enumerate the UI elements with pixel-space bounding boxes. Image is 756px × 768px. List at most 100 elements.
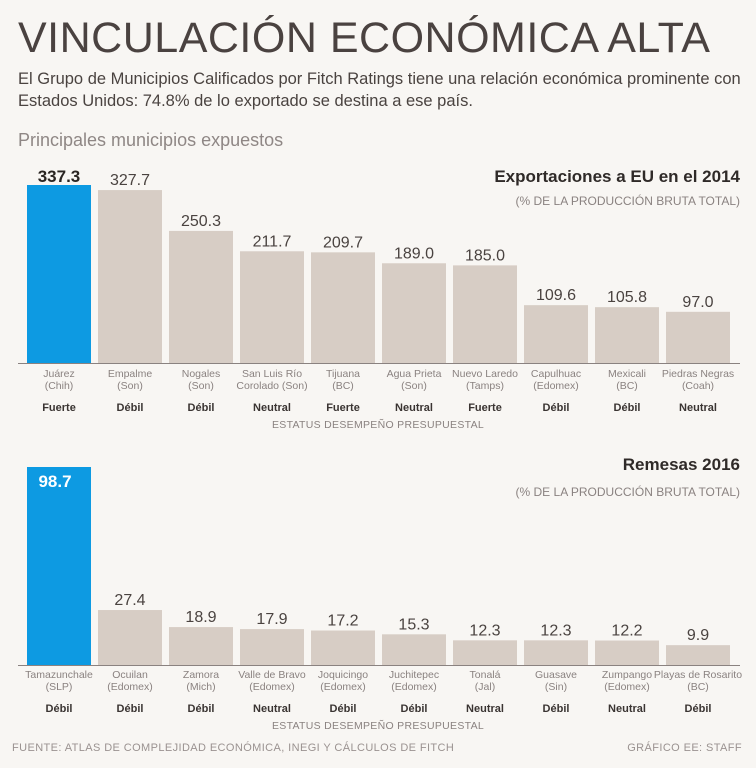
chart1-bar	[382, 263, 446, 363]
chart2-category-label: (Mich)	[186, 681, 215, 693]
chart1-bar	[595, 307, 659, 363]
chart2-status-label: Débil	[188, 703, 215, 715]
page-title: VINCULACIÓN ECONÓMICA ALTA	[18, 14, 711, 62]
chart1-category-label: (Edomex)	[533, 380, 579, 392]
chart2-value-label: 15.3	[398, 616, 429, 633]
chart1-bar	[666, 311, 730, 363]
chart1-category-label: (Chih)	[45, 380, 74, 392]
chart1-bar	[27, 185, 91, 363]
chart2-category-label: Zumpango	[602, 669, 652, 681]
chart1-status-label: Fuerte	[42, 402, 76, 414]
chart1-value-label: 337.3	[38, 167, 81, 186]
chart1-category-label: Mexicali	[608, 368, 646, 380]
chart2-subtitle: (% DE LA PRODUCCIÓN BRUTA TOTAL)	[516, 484, 740, 499]
chart2-value-label: 12.2	[611, 623, 642, 640]
chart1-status-caption: ESTATUS DESEMPEÑO PRESUPUESTAL	[272, 418, 484, 431]
chart2-status-label: Débil	[117, 703, 144, 715]
chart2-category-label: Juchitepec	[389, 669, 439, 681]
chart2-status-label: Débil	[401, 703, 428, 715]
chart1-bar	[98, 190, 162, 363]
chart1-category-label: Nogales	[182, 368, 221, 380]
chart1-status-label: Débil	[543, 402, 570, 414]
chart2-category-label: Ocuilan	[112, 669, 148, 681]
chart1-value-label: 105.8	[607, 289, 647, 306]
chart1-category-label: Agua Prieta	[387, 368, 442, 380]
chart2-category-label: (Sin)	[545, 681, 567, 693]
chart1-bar	[524, 305, 588, 363]
chart1-category-label: Nuevo Laredo	[452, 368, 518, 380]
chart1-status-label: Neutral	[395, 402, 433, 414]
chart2-status-label: Débil	[330, 703, 357, 715]
chart1-title: Exportaciones a EU en el 2014	[494, 167, 740, 186]
page-subtitle: El Grupo de Municipios Calificados por F…	[18, 70, 741, 110]
chart2-category-label: Tonalá	[470, 669, 501, 681]
chart2-category-label: (Jal)	[475, 681, 495, 693]
chart2-bar	[595, 640, 659, 665]
chart2-category-label: (Edomex)	[604, 681, 650, 693]
chart1-bar	[311, 252, 375, 363]
chart1-category-label: Corolado (Son)	[236, 380, 307, 392]
chart2-status-label: Débil	[543, 703, 570, 715]
source-note: FUENTE: ATLAS DE COMPLEJIDAD ECONÓMICA, …	[12, 742, 455, 754]
chart2-category-label: Joquicingo	[318, 669, 368, 681]
chart1-value-label: 250.3	[181, 213, 221, 230]
chart2-status-label: Neutral	[466, 703, 504, 715]
chart2-value-label: 17.9	[256, 611, 287, 628]
chart2-bar	[240, 629, 304, 665]
chart1-category-label: San Luis Río	[242, 368, 302, 380]
chart1-category-label: Capulhuac	[531, 368, 581, 380]
chart1-value-label: 97.0	[682, 294, 713, 311]
chart2-value-label: 98.7	[38, 472, 71, 491]
chart2-status-label: Débil	[685, 703, 712, 715]
chart1-category-label: Piedras Negras	[662, 368, 734, 380]
chart2-bar	[524, 640, 588, 665]
chart2-bar	[453, 640, 517, 665]
chart2-value-label: 12.3	[540, 622, 571, 639]
chart1-value-label: 211.7	[253, 233, 292, 250]
chart2-category-label: Playas de Rosarito	[654, 669, 742, 681]
chart1-status-label: Débil	[117, 402, 144, 414]
chart1-value-label: 209.7	[323, 234, 363, 251]
chart1-value-label: 109.6	[536, 287, 576, 304]
chart2-status-caption: ESTATUS DESEMPEÑO PRESUPUESTAL	[272, 719, 484, 732]
chart1-value-label: 189.0	[394, 245, 434, 262]
chart2-category-label: Guasave	[535, 669, 577, 681]
chart2-bar	[382, 634, 446, 665]
chart2-status-label: Neutral	[608, 703, 646, 715]
chart1-category-label: (Son)	[117, 380, 143, 392]
chart2-category-label: (Edomex)	[391, 681, 437, 693]
chart2-title: Remesas 2016	[623, 455, 740, 474]
chart2-value-label: 18.9	[185, 609, 216, 626]
chart2-category-label: Valle de Bravo	[238, 669, 306, 681]
chart1-bar	[240, 251, 304, 363]
chart1-category-label: Juárez	[43, 368, 75, 380]
chart1-status-label: Neutral	[253, 402, 291, 414]
chart1-status-label: Neutral	[679, 402, 717, 414]
chart1-category-label: Empalme	[108, 368, 153, 380]
chart2-value-label: 27.4	[114, 592, 145, 609]
chart2-value-label: 17.2	[327, 612, 358, 629]
chart1-category-label: (Tamps)	[466, 380, 504, 392]
chart1-category-label: (BC)	[332, 380, 354, 392]
chart2-bar	[98, 610, 162, 665]
chart1-value-label: 327.7	[110, 172, 150, 189]
chart2-category-label: Tamazunchale	[25, 669, 93, 681]
chart2-bar	[666, 645, 730, 665]
chart2-value-label: 12.3	[469, 622, 500, 639]
chart1-category-label: Tijuana	[326, 368, 360, 380]
chart1-category-label: (Son)	[401, 380, 427, 392]
chart2-bar	[311, 630, 375, 665]
chart2-bar	[169, 627, 233, 665]
chart1-category-label: (BC)	[616, 380, 638, 392]
chart2-category-label: (SLP)	[46, 681, 73, 693]
chart2-category-label: (BC)	[687, 681, 709, 693]
chart2-category-label: Zamora	[183, 669, 219, 681]
chart1-category-label: (Coah)	[682, 380, 714, 392]
chart2-status-label: Neutral	[253, 703, 291, 715]
chart1-bar	[453, 265, 517, 363]
chart1-status-label: Fuerte	[468, 402, 502, 414]
chart1-value-label: 185.0	[465, 247, 505, 264]
section-label: Principales municipios expuestos	[18, 130, 284, 150]
chart1-status-label: Débil	[614, 402, 641, 414]
